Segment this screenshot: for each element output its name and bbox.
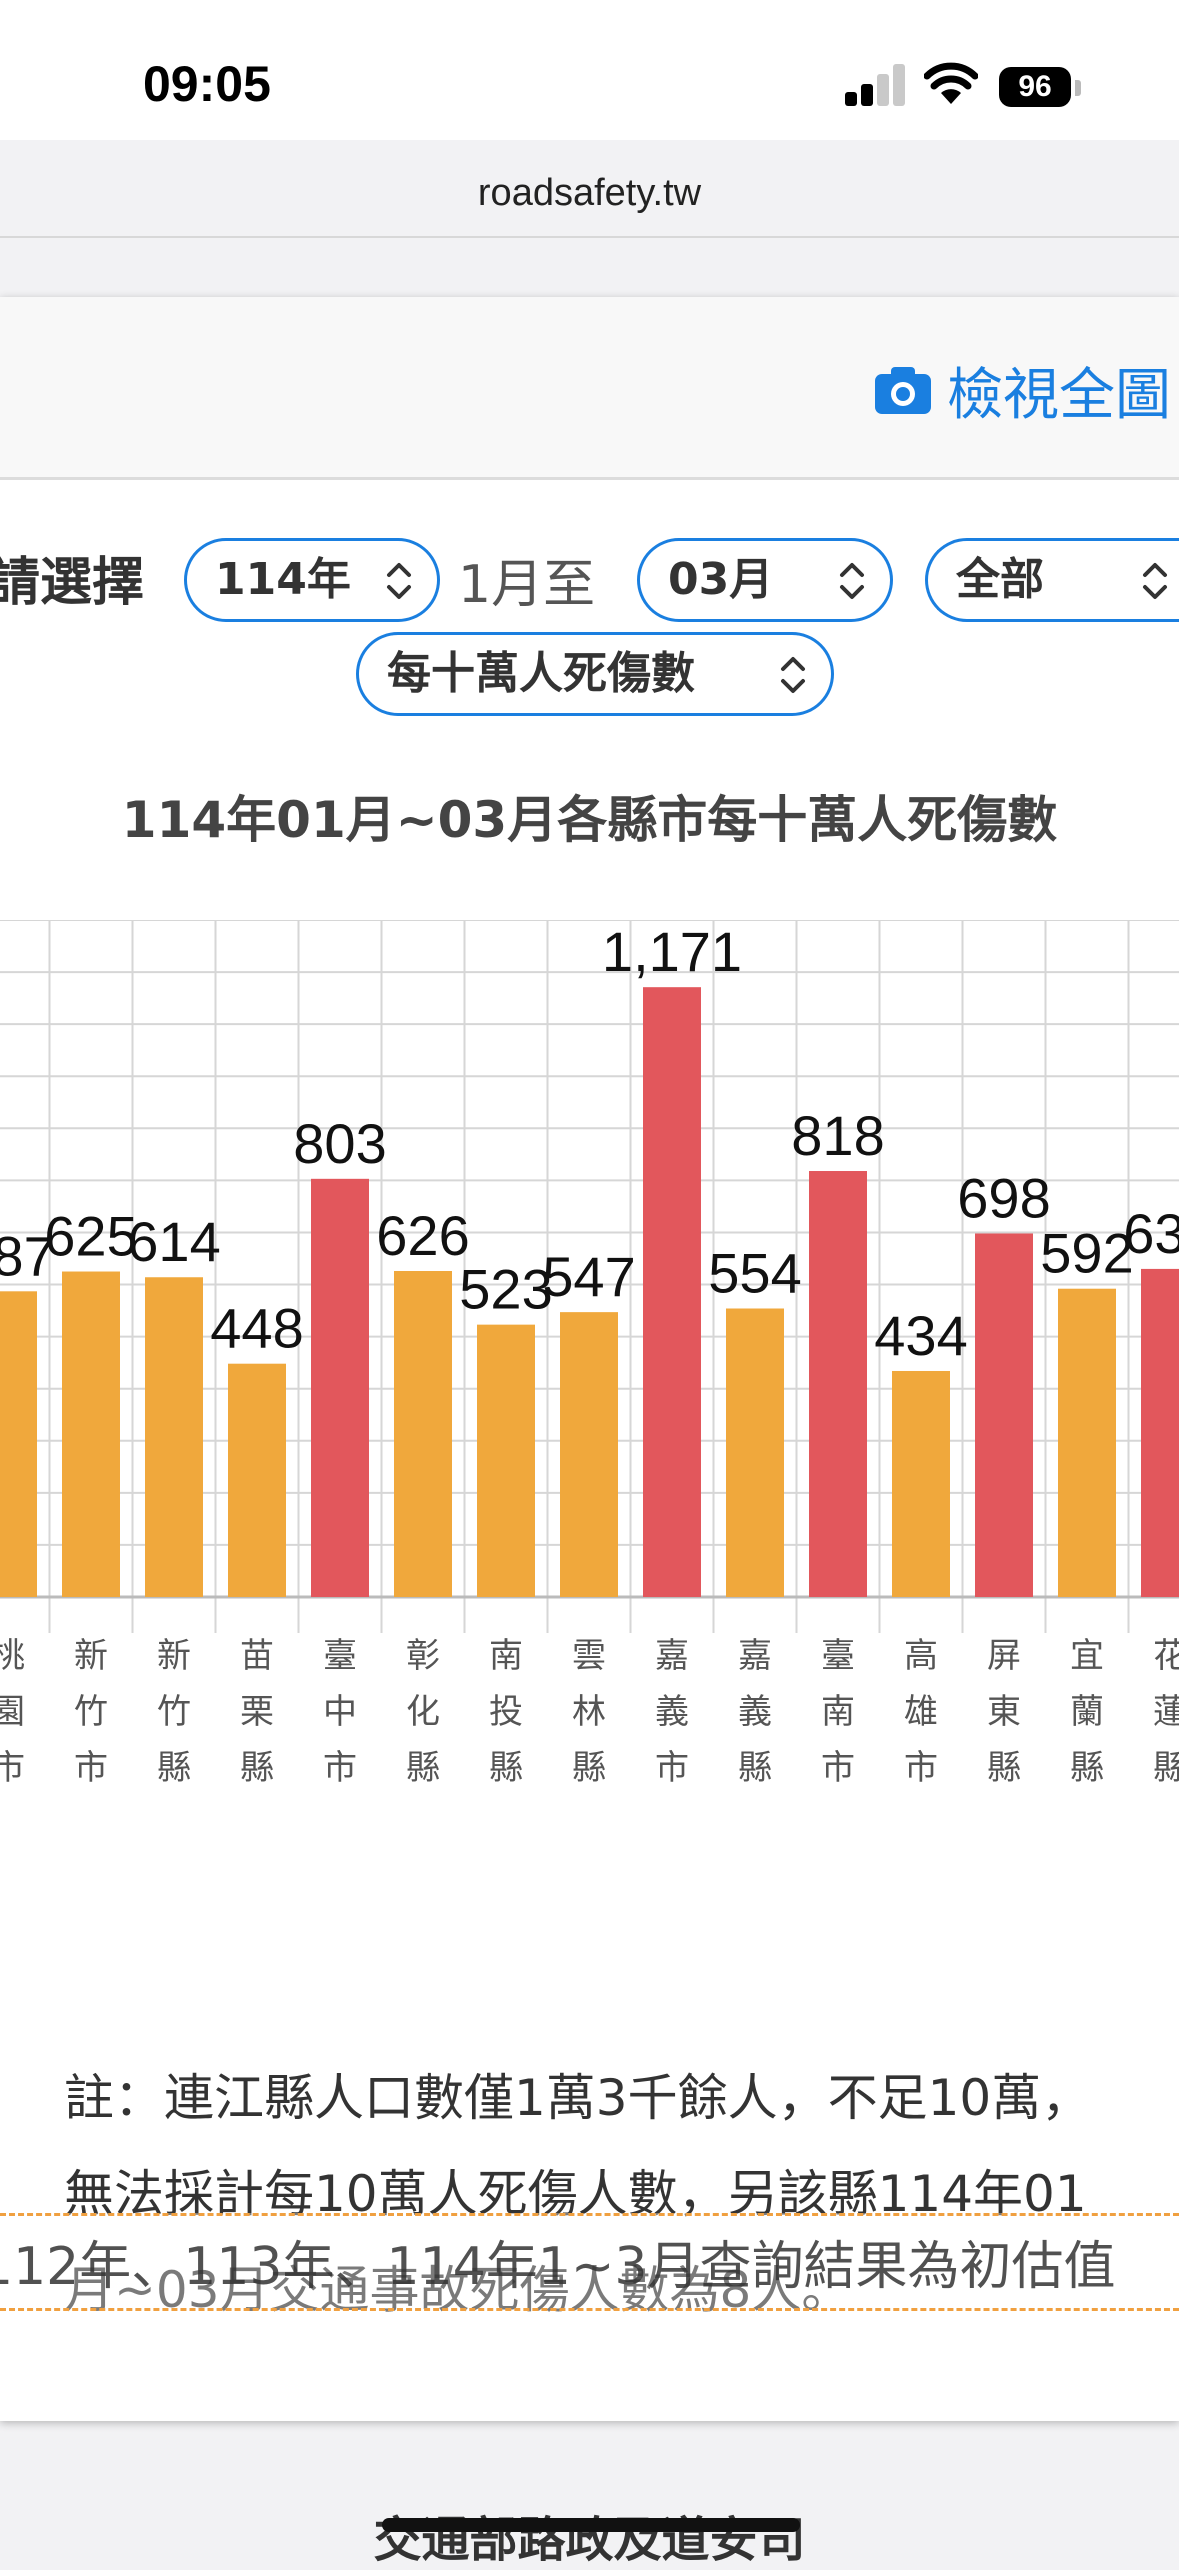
bar[interactable] xyxy=(228,1363,286,1597)
category-label: 雲林縣 xyxy=(572,1636,606,1788)
region-select[interactable]: 全部 xyxy=(925,538,1179,622)
chevron-updown-icon xyxy=(1143,563,1167,599)
battery-icon: 96 xyxy=(999,67,1071,107)
category-label: 新竹縣 xyxy=(157,1636,191,1788)
data-label: 698 xyxy=(957,1167,1050,1230)
estimate-banner: 112年、113年、114年1~3月查詢結果為初估值 xyxy=(0,2213,1179,2311)
category-label: 宜蘭縣 xyxy=(1070,1636,1104,1788)
from-month-text: 1月至 xyxy=(458,555,596,615)
bar[interactable] xyxy=(0,1291,37,1597)
category-label: 嘉義縣 xyxy=(738,1636,772,1788)
region-select-value: 全部 xyxy=(956,554,1044,605)
category-label: 臺中市 xyxy=(323,1636,357,1788)
metric-select[interactable]: 每十萬人死傷數 xyxy=(356,632,834,716)
estimate-banner-text: 112年、113年、114年1~3月查詢結果為初估值 xyxy=(0,2237,1116,2297)
category-label: 高雄市 xyxy=(904,1636,938,1788)
data-label: 626 xyxy=(376,1204,469,1267)
home-indicator xyxy=(382,2518,800,2532)
data-label: 434 xyxy=(874,1304,967,1367)
bar[interactable] xyxy=(394,1270,452,1597)
year-select-value: 114年 xyxy=(215,554,351,605)
view-full-chart-label: 檢視全圖 xyxy=(947,362,1171,428)
bar[interactable] xyxy=(726,1308,784,1597)
data-label: 803 xyxy=(293,1112,386,1175)
data-label: 614 xyxy=(127,1210,220,1273)
data-label: 625 xyxy=(44,1205,137,1268)
data-label: 1,171 xyxy=(602,920,742,983)
bar[interactable] xyxy=(560,1312,618,1597)
category-label: 桃園市 xyxy=(0,1636,25,1788)
bar[interactable] xyxy=(145,1277,203,1597)
data-label: 547 xyxy=(542,1245,635,1308)
data-label: 448 xyxy=(210,1297,303,1360)
filter-label: 請選擇 xyxy=(0,553,145,613)
metric-select-value: 每十萬人死傷數 xyxy=(387,648,695,699)
bar[interactable] xyxy=(62,1271,120,1597)
bar[interactable] xyxy=(892,1370,950,1597)
card-header: 檢視全圖 xyxy=(0,297,1179,480)
bar[interactable] xyxy=(1058,1288,1116,1597)
bar[interactable] xyxy=(975,1233,1033,1597)
category-label: 南投縣 xyxy=(489,1636,523,1788)
status-time: 09:05 xyxy=(143,56,271,112)
chevron-updown-icon xyxy=(387,563,411,599)
month-select[interactable]: 03月 xyxy=(637,538,893,622)
bar[interactable] xyxy=(477,1324,535,1597)
data-label: 630 xyxy=(1123,1202,1179,1265)
data-label: 587 xyxy=(0,1224,55,1287)
bar[interactable] xyxy=(311,1178,369,1597)
status-bar: 09:05 96 roadsafety.tw xyxy=(0,0,1179,238)
category-label: 苗栗縣 xyxy=(240,1636,274,1788)
footer-org: 交通部路政及道安司 xyxy=(373,2512,806,2568)
bar-chart: 587 桃園市 625 新竹市 614 新竹縣 448 苗栗縣 803 臺中市 626 彰化縣 523 南… xyxy=(0,920,1179,1788)
category-label: 彰化縣 xyxy=(406,1636,440,1788)
month-select-value: 03月 xyxy=(668,554,774,605)
data-label: 592 xyxy=(1040,1222,1133,1285)
category-label: 屏東縣 xyxy=(987,1636,1021,1788)
camera-icon xyxy=(875,367,931,414)
category-label: 花蓮縣 xyxy=(1153,1636,1179,1788)
data-label: 554 xyxy=(708,1241,801,1304)
chevron-updown-icon xyxy=(840,563,864,599)
category-label: 臺南市 xyxy=(821,1636,855,1788)
data-label: 818 xyxy=(791,1104,884,1167)
wifi-icon xyxy=(924,62,978,104)
bar[interactable] xyxy=(1141,1268,1179,1597)
category-label: 嘉義市 xyxy=(655,1636,689,1788)
chevron-updown-icon xyxy=(781,657,805,693)
data-label: 523 xyxy=(459,1258,552,1321)
cellular-signal-icon xyxy=(845,64,905,106)
chart-title: 114年01月~03月各縣市每十萬人死傷數 xyxy=(121,791,1058,849)
urlbar-divider xyxy=(0,236,1179,238)
year-select[interactable]: 114年 xyxy=(184,538,440,622)
bar[interactable] xyxy=(809,1171,867,1597)
browser-url[interactable]: roadsafety.tw xyxy=(477,172,702,214)
battery-tip xyxy=(1075,80,1081,96)
bar[interactable] xyxy=(643,987,701,1597)
view-full-chart-button[interactable]: 檢視全圖 xyxy=(873,355,1171,428)
category-label: 新竹市 xyxy=(74,1636,108,1788)
